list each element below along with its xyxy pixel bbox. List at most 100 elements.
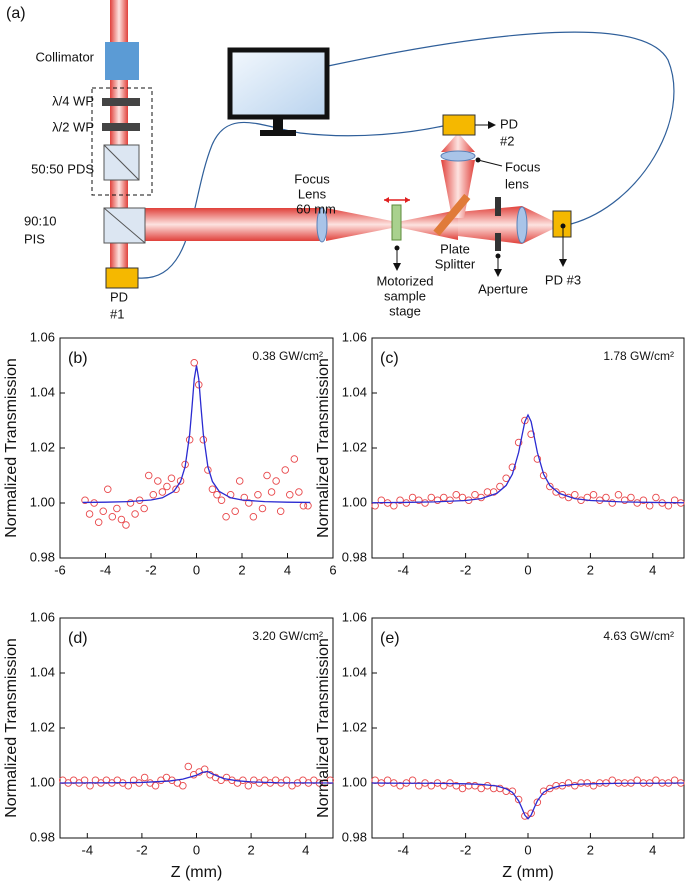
x-tick-label: 2: [238, 562, 245, 577]
data-point: [508, 787, 517, 796]
data-point: [217, 496, 226, 505]
data-point: [122, 521, 130, 529]
y-tick-label: 1.00: [342, 494, 367, 509]
data-point: [267, 488, 276, 496]
data-point: [620, 496, 629, 505]
data-point: [151, 782, 160, 790]
data-point: [377, 496, 386, 505]
data-point: [627, 493, 635, 502]
data-point: [564, 779, 573, 787]
data-point: [527, 809, 535, 818]
cable: [137, 121, 301, 279]
plot-frame: [59, 617, 334, 839]
cable: [299, 125, 444, 137]
data-point: [508, 463, 517, 472]
label: Splitter: [435, 256, 476, 271]
data-point: [295, 488, 303, 496]
label: λ/2 WP: [52, 119, 94, 134]
label: λ/4 WP: [52, 93, 94, 108]
plot-frame: [371, 337, 685, 559]
data-point: [440, 782, 448, 790]
data-point: [633, 776, 641, 785]
panel-label: (b): [68, 350, 88, 367]
data-point: [458, 784, 467, 793]
annotation: 0.38 GW/cm²: [252, 349, 323, 363]
y-tick-label: 1.04: [342, 664, 367, 679]
x-tick-label: 4: [302, 842, 309, 857]
annotation: 1.78 GW/cm²: [603, 349, 674, 363]
label: Focus: [294, 171, 330, 186]
y-tick-label: 1.06: [30, 329, 55, 344]
data-point: [452, 782, 460, 790]
monitor-base: [260, 130, 296, 136]
y-tick-label: 1.02: [342, 719, 367, 734]
label: PIS: [24, 231, 45, 246]
data-point: [664, 502, 673, 510]
data-point: [471, 491, 479, 499]
y-tick-label: 1.06: [342, 609, 367, 624]
label: 60 mm: [296, 201, 336, 216]
y-tick-label: 1.04: [342, 384, 367, 399]
x-tick-label: -4: [397, 842, 409, 857]
data-point: [282, 776, 291, 785]
data-point: [577, 779, 585, 787]
x-tick-label: -4: [82, 842, 94, 857]
data-point: [239, 776, 247, 785]
focused-beam: [522, 206, 553, 244]
data-point: [140, 773, 149, 782]
label: Aperture: [478, 281, 528, 296]
label: #1: [110, 306, 124, 321]
data-point: [608, 499, 616, 507]
data-point: [533, 798, 542, 807]
label: PD: [500, 116, 518, 131]
data-point: [390, 502, 398, 510]
data-point: [558, 491, 567, 499]
data-point: [244, 782, 253, 790]
chart-panel: 0.98 1.00 1.02 1.04 1.06 -6 -4 -2 0 2 4 6 (b) 0.38 GW…: [3, 329, 336, 577]
laser-beam: [145, 208, 320, 241]
x-tick-label: 6: [329, 562, 336, 577]
monitor-stand: [273, 119, 283, 131]
data-point: [80, 776, 89, 785]
y-tick-label: 1.00: [30, 774, 55, 789]
x-tick-label: -4: [397, 562, 409, 577]
y-tick-label: 0.98: [342, 829, 367, 844]
y-axis-label: Normalized Transmission: [315, 358, 332, 538]
data-point: [446, 496, 454, 505]
y-axis-label: Normalized Transmission: [3, 358, 20, 538]
data-point: [483, 488, 492, 496]
x-tick-label: -2: [460, 562, 472, 577]
data-point: [94, 518, 103, 527]
fit-line: [371, 413, 685, 504]
label: Plate: [440, 241, 470, 256]
data-point: [633, 499, 641, 507]
data-point: [583, 779, 592, 787]
annotation: 4.63 GW/cm²: [603, 629, 674, 643]
y-tick-label: 0.98: [30, 829, 55, 844]
data-point: [126, 499, 135, 507]
data-point: [167, 474, 176, 483]
y-tick-label: 1.02: [342, 439, 367, 454]
data-point: [571, 782, 579, 790]
data-point: [281, 466, 289, 474]
label: Motorized: [376, 273, 433, 288]
data-point: [408, 493, 417, 502]
data-point: [235, 477, 244, 485]
cable: [327, 31, 675, 225]
x-tick-label: 2: [587, 562, 594, 577]
label: #2: [500, 133, 514, 148]
data-point: [190, 359, 198, 367]
reflected-beam: [441, 135, 475, 152]
aperture: [495, 197, 501, 216]
data-point: [514, 438, 523, 447]
plot-frame: [371, 617, 685, 839]
chart-panel: 0.98 1.00 1.02 1.04 1.06 -4 -2 0 2 4 (d) 3.20 GW/cm…: [3, 609, 335, 881]
splitter-diagonal: [103, 144, 140, 181]
data-point: [222, 513, 230, 521]
diverging-beam: [397, 210, 458, 240]
data-point: [452, 491, 460, 499]
y-tick-label: 1.02: [30, 719, 55, 734]
data-point: [427, 782, 436, 790]
plate-splitter: [433, 193, 471, 236]
